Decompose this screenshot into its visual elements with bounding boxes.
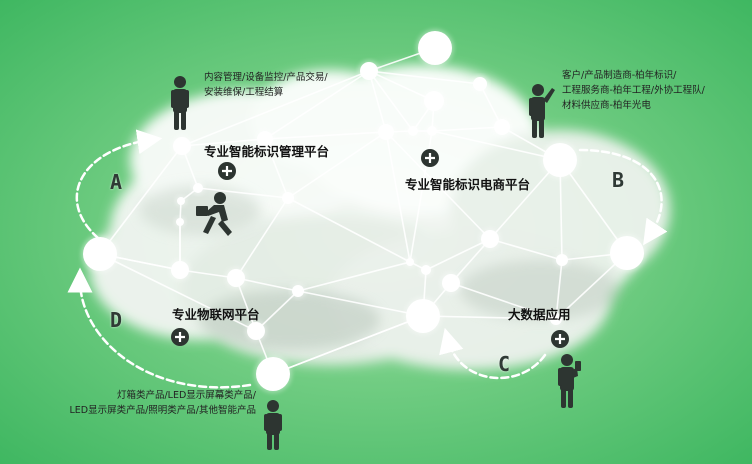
- arrow-b: [578, 148, 668, 246]
- network-nodes: [81, 29, 646, 393]
- arrow-d: [67, 267, 252, 389]
- plus-icon-bigdata[interactable]: [551, 330, 569, 348]
- person-icon-top-right: [529, 84, 555, 138]
- network-node: [227, 269, 245, 287]
- network-edge: [489, 238, 563, 261]
- plus-icon-ecom[interactable]: [421, 149, 439, 167]
- network-node: [173, 137, 191, 155]
- description-line: 客户/产品制造商-柏年标识/: [562, 70, 677, 81]
- network-node: [406, 299, 440, 333]
- plus-icon-iot[interactable]: [171, 328, 189, 346]
- person-icon-bottom: [264, 400, 282, 450]
- description-line: LED显示屏类产品/照明类产品/其他智能产品: [69, 405, 256, 416]
- person-icon-top-left: [171, 76, 189, 130]
- network-edge: [181, 70, 370, 147]
- network-node: [177, 197, 185, 205]
- network-node: [610, 236, 644, 270]
- network-edge: [555, 259, 563, 320]
- person-icon-phone: [558, 354, 581, 408]
- network-node: [378, 124, 394, 140]
- network-edge: [422, 315, 557, 320]
- network-node: [282, 192, 294, 204]
- network-edge: [197, 187, 289, 199]
- network-node: [427, 126, 437, 136]
- network-edge: [235, 197, 289, 279]
- platform-title-iot: 专业物联网平台: [172, 307, 260, 322]
- network-edge: [264, 70, 370, 140]
- network-edge: [287, 131, 387, 199]
- platform-title-ecom: 专业智能标识电商平台: [405, 177, 531, 192]
- network-edge: [385, 131, 491, 240]
- running-person-icon: [196, 192, 232, 236]
- network-edge: [297, 290, 424, 317]
- network-edges: [99, 47, 628, 375]
- network-node: [473, 77, 487, 91]
- network-node: [247, 322, 265, 340]
- description-line: 工程服务商-柏年工程/外协工程队/: [562, 85, 705, 96]
- description-line: 材料供应商-柏年光电: [562, 100, 651, 111]
- network-edge: [450, 282, 557, 320]
- cycle-label-c: C: [498, 352, 511, 376]
- network-edge: [287, 197, 411, 263]
- network-node: [408, 126, 418, 136]
- plus-icon-mgmt[interactable]: [218, 162, 236, 180]
- description-line: 内容管理/设备监控/产品交易/: [204, 72, 328, 83]
- cycle-arrows: [67, 129, 668, 389]
- description-top-right: 客户/产品制造商-柏年标识/ 工程服务商-柏年工程/外协工程队/ 材料供应商-柏…: [562, 68, 705, 113]
- network-node: [171, 261, 189, 279]
- network-edge: [99, 253, 257, 332]
- description-line: 灯箱类产品/LED显示屏幕类产品/: [116, 390, 256, 401]
- network-node: [176, 218, 184, 226]
- network-node: [360, 62, 378, 80]
- network-node: [83, 237, 117, 271]
- platform-title-bigdata: 大数据应用: [508, 307, 571, 322]
- network-edge: [297, 261, 411, 292]
- network-node: [257, 131, 273, 147]
- network-node: [406, 258, 414, 266]
- network-node: [418, 31, 452, 65]
- network-node: [193, 183, 203, 193]
- network-edge: [99, 145, 183, 255]
- network-edge: [181, 138, 266, 147]
- network-node: [494, 119, 510, 135]
- network-node: [550, 313, 562, 325]
- description-top-left: 内容管理/设备监控/产品交易/ 安装维保/工程结算: [204, 70, 328, 100]
- network-node: [421, 265, 431, 275]
- network-edge: [431, 126, 503, 132]
- description-line: 安装维保/工程结算: [204, 87, 284, 98]
- network-edge: [385, 131, 411, 263]
- network-node: [256, 357, 290, 391]
- network-edge: [264, 131, 387, 140]
- platform-title-mgmt: 专业智能标识管理平台: [204, 144, 330, 159]
- network-edge: [559, 159, 628, 254]
- network-edge: [368, 70, 481, 85]
- network-node: [424, 91, 444, 111]
- network-edge: [272, 315, 424, 375]
- network-node: [292, 285, 304, 297]
- cycle-label-b: B: [612, 168, 625, 192]
- arrow-a: [75, 129, 163, 240]
- arrow-c: [439, 327, 547, 380]
- network-edge: [264, 138, 289, 199]
- network-node: [556, 254, 568, 266]
- description-bottom-left: 灯箱类产品/LED显示屏幕类产品/ LED显示屏类产品/照明类产品/其他智能产品: [69, 388, 256, 418]
- cycle-label-a: A: [110, 170, 123, 194]
- cloud-shading: [140, 185, 620, 350]
- network-edge: [425, 238, 491, 271]
- network-node: [543, 143, 577, 177]
- network-node: [442, 274, 460, 292]
- network-edge: [368, 70, 414, 132]
- cycle-label-d: D: [110, 308, 123, 332]
- network-edge: [431, 130, 561, 161]
- network-node: [481, 230, 499, 248]
